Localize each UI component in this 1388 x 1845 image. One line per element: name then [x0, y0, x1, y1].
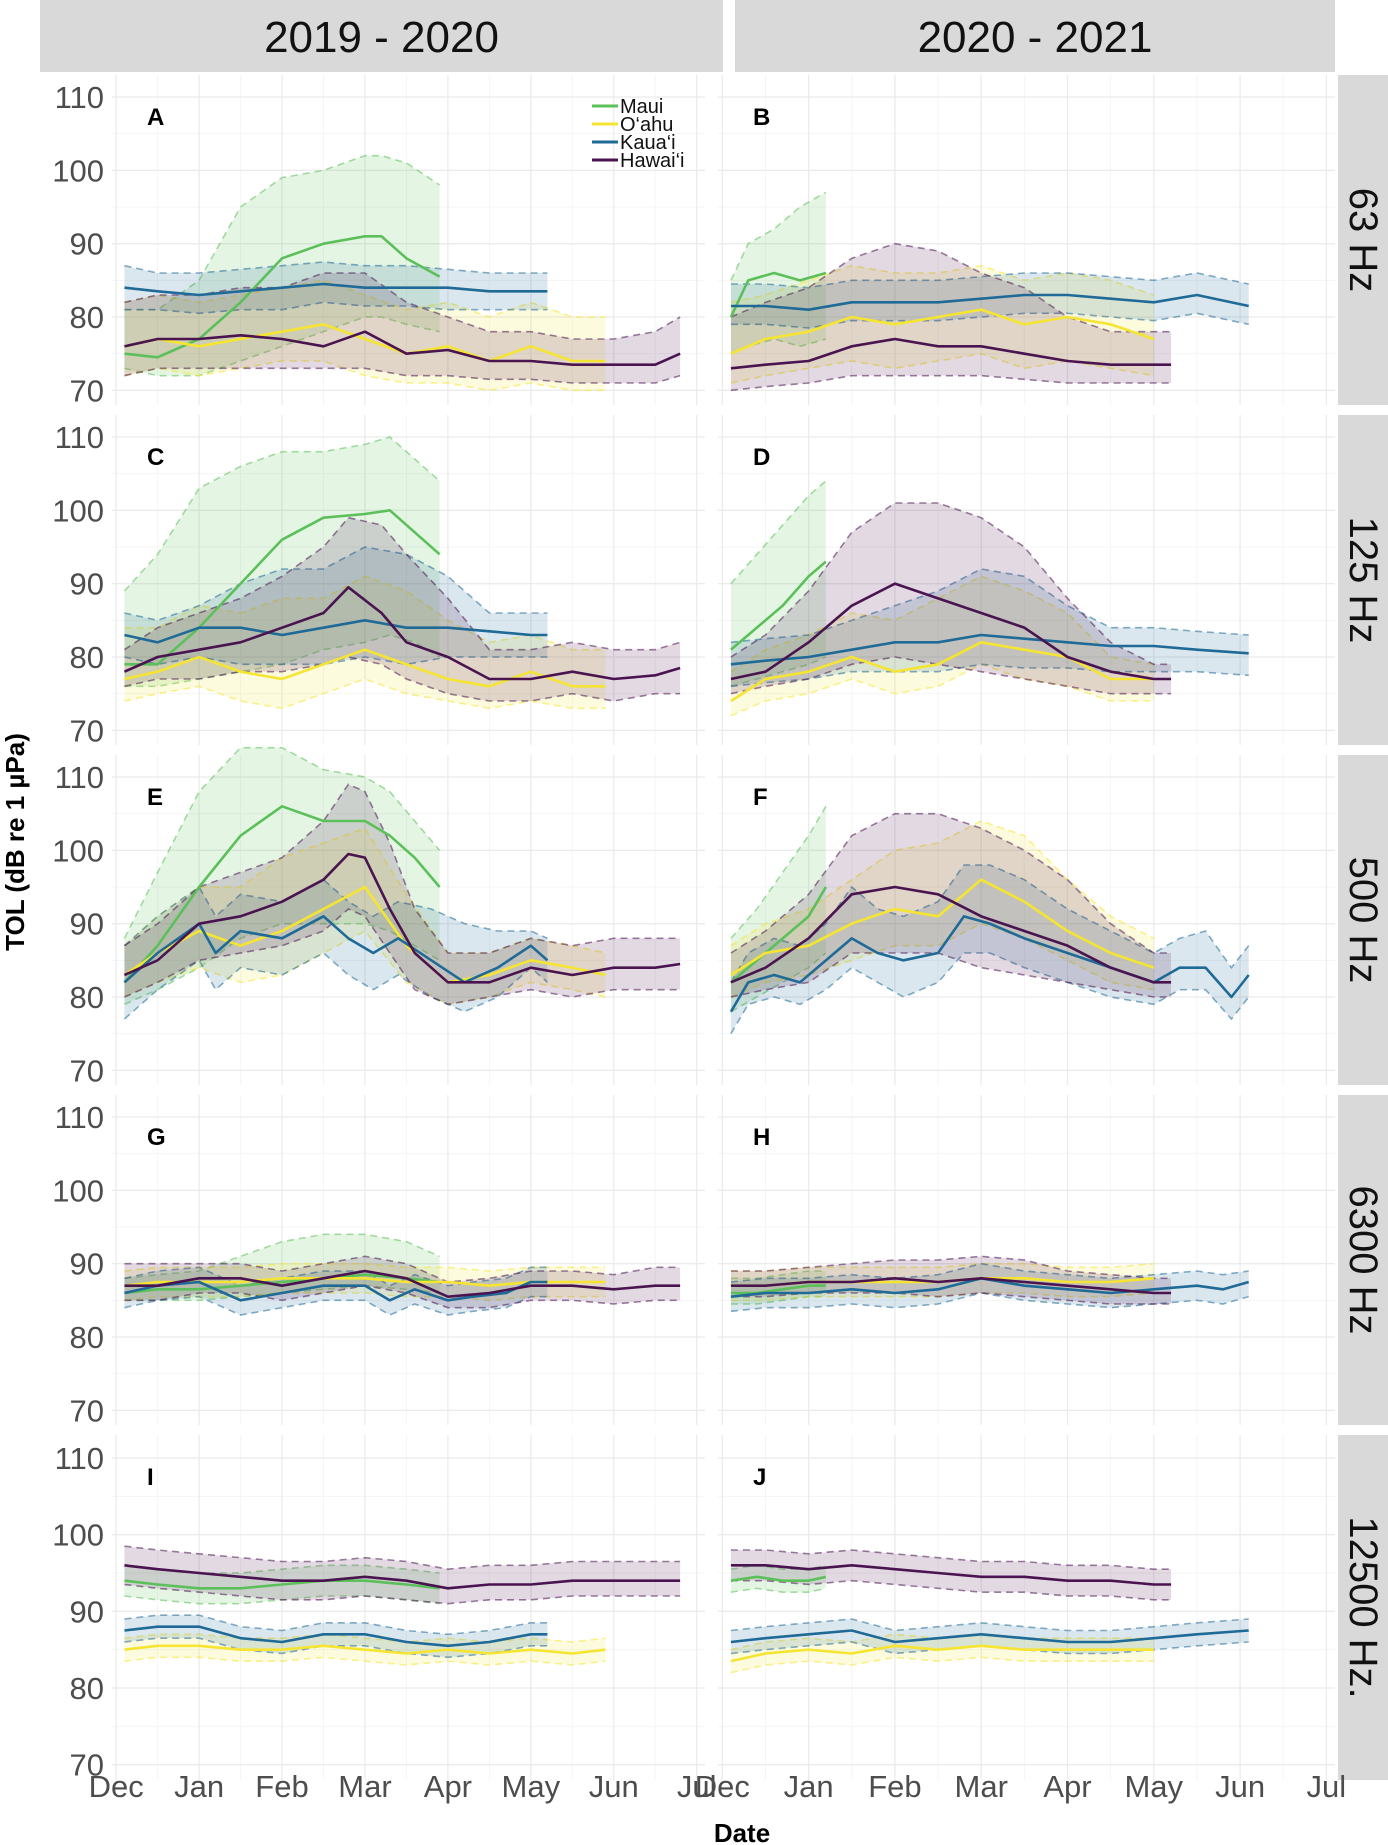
x-tick-label: Jul [1307, 1769, 1347, 1804]
x-tick-label: Dec [89, 1769, 144, 1804]
y-tick-label: 90 [70, 907, 104, 942]
x-tick-label: Jan [784, 1769, 834, 1804]
y-tick-label: 90 [70, 1594, 104, 1629]
panel-letter: H [753, 1124, 770, 1151]
panel-letter: J [753, 1464, 766, 1491]
column-strip-label: 2020 - 2021 [918, 13, 1153, 62]
panel-J: J [718, 1435, 1335, 1780]
x-tick-label: May [502, 1769, 561, 1804]
row-strip-label: 12500 Hz. [1341, 1516, 1385, 1698]
y-tick-label: 90 [70, 227, 104, 262]
row-strip-label: 500 Hz [1341, 857, 1385, 984]
panel-I: I [112, 1435, 705, 1780]
x-tick-label: Apr [1043, 1769, 1091, 1804]
y-tick-label: 100 [52, 1518, 104, 1553]
x-tick-label: Feb [255, 1769, 308, 1804]
x-tick-label: Apr [424, 1769, 472, 1804]
y-tick-label: 90 [70, 1247, 104, 1282]
y-tick-label: 80 [70, 300, 104, 335]
panel-letter: D [753, 444, 770, 471]
panel-letter: E [147, 784, 163, 811]
panel-letter: F [753, 784, 768, 811]
y-tick-label: 100 [52, 1173, 104, 1208]
y-axis-title: TOL (dB re 1 µPa) [0, 733, 30, 951]
x-tick-label: May [1124, 1769, 1183, 1804]
row-strip-label: 63 Hz [1341, 188, 1385, 293]
figure: 2019 - 2020 2020 - 2021 63 Hz 125 Hz 500 Hz… [0, 0, 1388, 1845]
x-tick-label: Dec [695, 1769, 750, 1804]
panel-D: D [718, 415, 1335, 745]
y-tick-label: 80 [70, 1671, 104, 1706]
panel-C: C [112, 415, 705, 745]
y-tick-label: 110 [55, 80, 104, 115]
y-tick-label: 80 [70, 640, 104, 675]
panel-letter: G [147, 1124, 166, 1151]
x-tick-label: Jan [174, 1769, 224, 1804]
panel-letter: C [147, 444, 164, 471]
column-strip-label: 2019 - 2020 [264, 13, 499, 62]
panel-E: E [112, 748, 705, 1085]
x-tick-label: Mar [338, 1769, 391, 1804]
y-tick-label: 70 [70, 373, 104, 408]
panel-letter: B [753, 104, 770, 131]
y-tick-label: 70 [70, 713, 104, 748]
y-tick-label: 100 [52, 493, 104, 528]
panel-G: G [112, 1095, 705, 1425]
y-tick-label: 110 [55, 1100, 104, 1135]
x-tick-label: Feb [868, 1769, 921, 1804]
y-tick-label: 110 [55, 1441, 104, 1476]
panel-background [718, 1435, 1335, 1780]
y-tick-label: 100 [52, 833, 104, 868]
x-axis-title: Date [714, 1818, 770, 1845]
panel-letter: A [147, 104, 164, 131]
legend-label: Hawai‘i [620, 150, 684, 172]
y-tick-label: 100 [52, 153, 104, 188]
y-tick-label: 70 [70, 1393, 104, 1428]
panel-background [718, 1095, 1335, 1425]
row-strip-label: 125 Hz [1341, 517, 1385, 644]
y-tick-label: 110 [55, 420, 104, 455]
x-tick-label: Jun [589, 1769, 639, 1804]
panel-F: F [718, 755, 1335, 1085]
row-strip-label: 6300 Hz [1341, 1186, 1385, 1335]
y-tick-label: 70 [70, 1053, 104, 1088]
y-tick-label: 90 [70, 567, 104, 602]
x-tick-label: Jun [1215, 1769, 1265, 1804]
y-tick-label: 80 [70, 980, 104, 1015]
panel-background [112, 1435, 705, 1780]
panel-B: B [718, 75, 1335, 405]
x-tick-label: Mar [955, 1769, 1008, 1804]
panel-H: H [718, 1095, 1335, 1425]
panel-letter: I [147, 1464, 154, 1491]
y-tick-label: 110 [55, 760, 104, 795]
y-tick-label: 80 [70, 1320, 104, 1355]
